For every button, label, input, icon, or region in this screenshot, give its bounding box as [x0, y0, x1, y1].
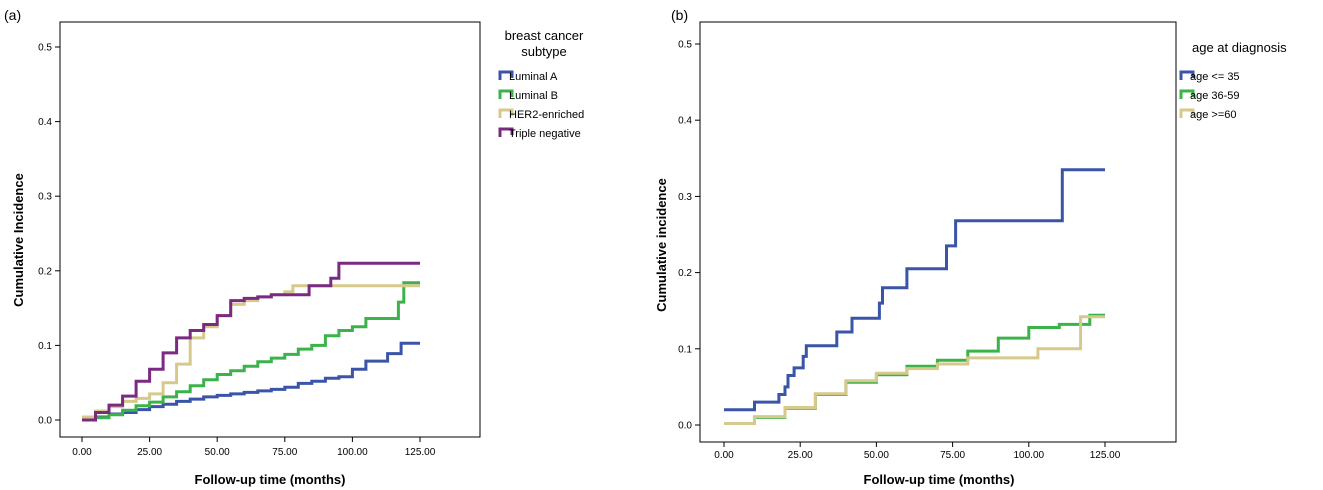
panel-a-plot-frame — [59, 21, 481, 438]
panel-b-legend-label: age <= 35 — [1190, 71, 1240, 83]
panel-a-y-tick-label: 0.1 — [38, 341, 52, 352]
panel-b-series-line-age-60 — [724, 315, 1105, 425]
panel-b-y-tick-label: 0.3 — [678, 192, 692, 203]
panel-b-plot-frame — [699, 21, 1177, 443]
panel-b-y-axis-title: Cumulative incidence — [654, 178, 669, 312]
panel-b-legend-swatch — [1179, 108, 1195, 118]
panel-a-x-tick-label: 0.00 — [72, 447, 92, 458]
panel-b-x-tick-label: 0.00 — [714, 450, 734, 461]
panel-a-label: (a) — [4, 7, 21, 23]
panel-b-x-axis-title: Follow-up time (months) — [864, 472, 1015, 487]
panel-b-x-tick-label: 75.00 — [940, 450, 965, 461]
panel-b-y-tick-label: 0.2 — [678, 268, 692, 279]
panel-b-legend-label: age 36-59 — [1190, 90, 1240, 102]
panel-a-plot-area: 0.0 0.1 0.2 0.3 0.4 0.5 0.00 25.00 50.00 75.00 100… — [38, 43, 436, 459]
panel-b-y-tick-label: 0.1 — [678, 344, 692, 355]
panel-b-x-tick-label: 50.00 — [864, 450, 889, 461]
panel-a-legend-items: Luminal A Luminal B HER2-enriched Triple ne… — [498, 70, 584, 140]
panel-a-y-tick-label: 0.2 — [38, 266, 52, 277]
panel-a-x-axis-title: Follow-up time (months) — [195, 472, 346, 487]
panel-b: (b) 0.0 0.1 0.2 0.3 0.4 0.5 0.00 25.00 50.00 75.0… — [654, 7, 1287, 487]
panel-a-legend-swatch — [498, 127, 514, 137]
panel-a-series-line-triple-negative — [82, 261, 420, 422]
panel-a-x-tick-label: 75.00 — [272, 447, 297, 458]
panel-b-x-tick-label: 125.00 — [1090, 450, 1121, 461]
panel-a: (a) 0.0 0.1 0.2 0.3 0.4 0.5 0.00 25.00 50.00 75.0… — [4, 7, 584, 487]
panel-b-legend-title: age at diagnosis — [1192, 40, 1287, 55]
panel-a-legend-label: HER2-enriched — [509, 109, 584, 121]
panel-a-y-tick-label: 0.5 — [38, 43, 52, 54]
panel-a-x-tick-label: 25.00 — [137, 447, 162, 458]
panel-b-series-line-age-35 — [724, 168, 1105, 412]
panel-b-plot-area: 0.0 0.1 0.2 0.3 0.4 0.5 0.00 25.00 50.00 75.00 100… — [678, 40, 1121, 462]
panel-a-legend: breast cancer subtype Luminal A Luminal B… — [498, 28, 584, 140]
panel-a-legend-swatch — [498, 108, 514, 118]
panel-b-x-tick-label: 25.00 — [788, 450, 813, 461]
panel-a-y-tick-label: 0.3 — [38, 192, 52, 203]
panel-b-y-tick-label: 0.4 — [678, 116, 692, 127]
panel-a-y-tick-label: 0.4 — [38, 117, 52, 128]
panel-b-label: (b) — [671, 7, 688, 23]
panel-a-legend-swatch — [498, 89, 514, 99]
panel-a-legend-label: Triple negative — [509, 128, 581, 140]
panel-a-legend-swatch — [498, 70, 514, 80]
panel-b-y-tick-label: 0.0 — [678, 421, 692, 432]
panel-a-legend-label: Luminal B — [509, 90, 558, 102]
panel-a-x-tick-label: 50.00 — [205, 447, 230, 458]
panel-b-legend-swatch — [1179, 89, 1195, 99]
panel-a-series-line-luminal-a — [82, 341, 420, 422]
panel-a-y-axis-title: Cumulative Incidence — [11, 173, 26, 307]
panel-b-legend-swatch — [1179, 70, 1195, 80]
panel-a-legend-title-line-1: breast cancer — [505, 28, 584, 43]
panel-b-y-tick-label: 0.5 — [678, 40, 692, 51]
panel-a-x-tick-label: 100.00 — [337, 447, 368, 458]
panel-b-legend: age at diagnosis age <= 35 age 36-59 age >… — [1179, 40, 1287, 121]
panel-a-y-tick-label: 0.0 — [38, 416, 52, 427]
panel-a-series-line-luminal-b — [82, 281, 420, 422]
panel-a-legend-title-line-2: subtype — [521, 44, 567, 59]
panel-b-x-tick-label: 100.00 — [1014, 450, 1045, 461]
panel-b-legend-label: age >=60 — [1190, 109, 1237, 121]
panel-a-x-tick-label: 125.00 — [405, 447, 436, 458]
panel-b-legend-items: age <= 35 age 36-59 age >=60 — [1179, 70, 1240, 121]
panel-a-legend-label: Luminal A — [509, 71, 558, 83]
